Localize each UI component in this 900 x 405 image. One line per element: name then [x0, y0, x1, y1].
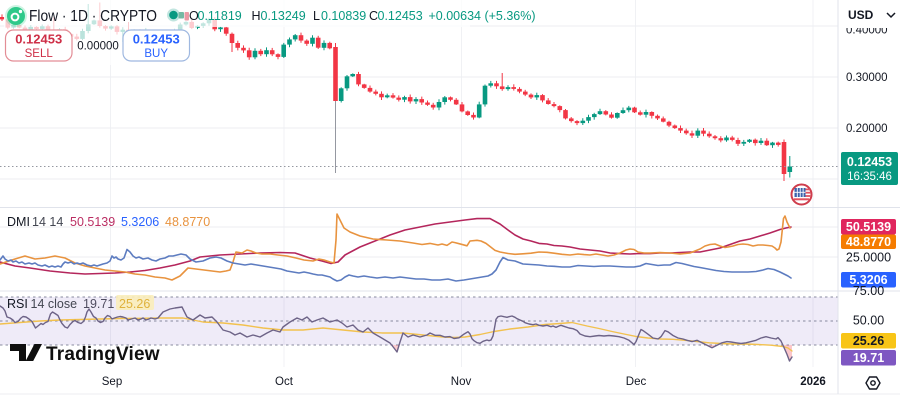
svg-text:0.12453: 0.12453 [133, 32, 180, 47]
svg-text:0.00000: 0.00000 [77, 41, 119, 53]
svg-text:Sep: Sep [102, 376, 122, 388]
svg-text:50.00: 50.00 [853, 314, 884, 328]
svg-text:USD: USD [848, 8, 874, 22]
svg-text:Flow · 1D · CRYPTO: Flow · 1D · CRYPTO [29, 8, 157, 25]
svg-text:TradingView: TradingView [46, 344, 160, 365]
svg-text:25.26: 25.26 [853, 334, 884, 348]
svg-text:SELL: SELL [25, 48, 54, 60]
svg-text:2026: 2026 [800, 376, 826, 388]
svg-text:0.30000: 0.30000 [846, 72, 888, 84]
svg-text:0.12453: 0.12453 [847, 155, 892, 169]
svg-text:Nov: Nov [451, 376, 472, 388]
svg-text:75.00: 75.00 [853, 284, 884, 298]
svg-text:25.0000: 25.0000 [846, 251, 891, 265]
svg-text:Dec: Dec [626, 376, 647, 388]
svg-text:Oct: Oct [275, 376, 294, 388]
svg-text:BUY: BUY [144, 48, 168, 60]
svg-text:5.3206: 5.3206 [849, 273, 887, 287]
svg-text:50.5139: 50.5139 [846, 220, 891, 234]
svg-text:19.71: 19.71 [853, 351, 884, 365]
svg-text:16:35:46: 16:35:46 [847, 171, 892, 183]
svg-text:48.8770: 48.8770 [846, 235, 891, 249]
svg-text:0.12453: 0.12453 [15, 32, 62, 47]
svg-text:0.20000: 0.20000 [846, 123, 888, 135]
